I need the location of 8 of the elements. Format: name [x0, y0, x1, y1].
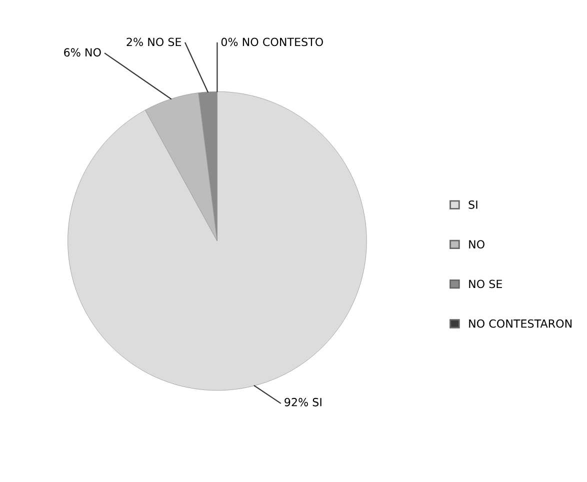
legend-label: SI: [468, 200, 478, 209]
data-label: 6% NO: [64, 48, 101, 57]
legend-label: NO CONTESTARON: [469, 319, 572, 328]
data-label: 92% SI: [284, 398, 322, 406]
legend-label: NO SE: [469, 280, 502, 288]
text: 0% NO CONTESTO: [221, 38, 323, 46]
legend-label: NO: [469, 240, 484, 249]
data-label: 2% NO SE: [126, 38, 182, 46]
